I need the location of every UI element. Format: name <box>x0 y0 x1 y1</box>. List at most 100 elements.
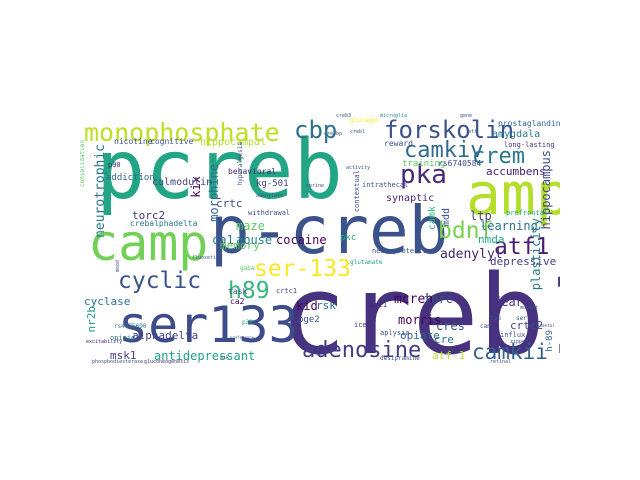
word-p90: p90 <box>108 161 121 169</box>
word-alphadelta: alphadelta <box>132 329 199 342</box>
word-camkii: camkii <box>472 340 548 364</box>
word-cre: cre <box>434 333 454 346</box>
word-excitability: excitability <box>86 339 123 345</box>
word-torc2: torc2 <box>132 209 166 222</box>
word-activity: activity <box>346 165 371 171</box>
word-memory: memory <box>220 239 260 252</box>
word-intrathecal: intrathecal <box>362 181 409 189</box>
word-reward: reward <box>384 139 413 148</box>
word-aplysia: aplysia <box>380 329 410 337</box>
word-opiate: opiate <box>400 329 440 342</box>
word-mutant: mutant <box>520 305 539 311</box>
word-hyperalgesia: hyperalgesia <box>237 142 244 186</box>
word-p38: p38 <box>242 319 253 326</box>
word-glucagon: glucagon <box>350 117 379 124</box>
word-calmodulin: calmodulin <box>152 177 213 188</box>
word-ca1: ca1 <box>212 233 234 247</box>
word-microglia: microglia <box>380 113 408 119</box>
word-ltp: ltp <box>470 209 492 223</box>
word-pcreb: pcreb <box>96 123 343 218</box>
word-antidepressant: antidepressant <box>154 349 256 363</box>
word-torc1: torc1 <box>366 301 388 309</box>
word-retinal: retinal <box>490 359 512 365</box>
word-camk: camk <box>427 206 438 231</box>
word-rs4675690: rs4675690 <box>114 323 147 330</box>
word-mcreb: mcreb <box>394 292 434 307</box>
word-opioid: opioid <box>110 334 136 342</box>
word-crebl: crebl <box>350 129 366 135</box>
word-atf-1: atf-1 <box>432 349 466 362</box>
word-serine: serine <box>306 183 325 189</box>
word-icer: icer <box>354 321 371 329</box>
word-ser: ser <box>516 315 527 322</box>
word-monophosphate: monophosphate <box>84 118 280 147</box>
word-nr2b: nr2b <box>85 306 98 333</box>
word-plasticity: plasticity <box>529 218 543 291</box>
word-msk1: msk1 <box>110 349 137 362</box>
word-gene: gene <box>460 113 473 119</box>
word-cres: cres <box>436 319 465 333</box>
word-cbp: cbp <box>294 116 338 144</box>
word-influx: influx <box>500 331 526 339</box>
word-gluconeogenesis: gluconeogenesis <box>144 359 190 365</box>
word-neuroprotective: neuroprotective <box>372 247 436 255</box>
word-zipper: zipper <box>510 339 529 345</box>
word-h89: h89 <box>228 278 270 304</box>
word-withdrawal: withdrawal <box>248 209 291 217</box>
word-fear: fear <box>494 295 523 309</box>
word-morphine: morphine <box>207 164 221 222</box>
word-creb1: creb1 <box>280 251 560 370</box>
word-kg-501: kg-501 <box>256 179 289 189</box>
word-cyclic: cyclic <box>118 268 202 294</box>
word-p-creb: p-creb <box>210 192 449 269</box>
word-crtc1: crtc1 <box>276 287 298 295</box>
word-abuse: abuse <box>236 233 273 247</box>
word-camp: camp <box>88 214 209 272</box>
word-pge2: pge2 <box>298 315 320 325</box>
word-atf: atf <box>468 129 478 135</box>
word-h-89: h-89 <box>545 330 555 352</box>
word-pka: pka <box>400 160 447 190</box>
word-prefrontal: prefrontal <box>506 209 549 217</box>
word-desipramine: desipramine <box>380 355 420 362</box>
word-crem: crem <box>472 144 525 169</box>
word-synaptic: synaptic <box>386 193 435 204</box>
word-crebbp: crebbp <box>324 131 343 137</box>
word-gaba: gaba <box>240 265 255 272</box>
word-kix: kix <box>189 176 203 198</box>
word-nicotine: nicotine <box>114 137 153 146</box>
word-consolidation: consolidation <box>80 140 86 187</box>
word-hippocampal: hippocampal <box>200 137 267 148</box>
word-mdd: mdd <box>441 208 452 227</box>
word-crebalphadelta: crebalphadelta <box>130 219 198 228</box>
word-forskolin: forskolin <box>384 116 515 144</box>
word-amygdala: amygdala <box>492 129 541 140</box>
word-adenylate: adenylate <box>256 193 284 199</box>
word-contextual: contextual <box>353 170 361 213</box>
word-amp: amp <box>466 160 560 228</box>
word-mood: mood <box>115 260 121 273</box>
word-bdnf: bdnf <box>438 218 494 244</box>
word-kid: kid <box>296 299 318 313</box>
word-creb3: creb3 <box>336 113 352 119</box>
word-nmda: nmda <box>478 233 505 246</box>
word-torc: torc <box>424 292 453 306</box>
word-glutamate: glutamate <box>350 259 383 266</box>
word-rsk: rsk <box>316 299 336 312</box>
word-tau: tau <box>490 315 501 322</box>
word-morris: morris <box>398 313 442 327</box>
word-phosphodiesterase: phosphodiesterase <box>92 359 144 365</box>
word-task: task <box>228 287 248 296</box>
word-detrimental: detrimental <box>528 323 555 328</box>
word-crtc: crtc <box>216 197 243 210</box>
word-cam: cam <box>480 323 491 330</box>
word-msk: msk <box>220 355 230 361</box>
word-fluoxetine: fluoxetine <box>192 255 223 261</box>
word-prostaglandin: prostaglandin <box>498 119 560 128</box>
word-crtc2: crtc2 <box>510 319 544 332</box>
word-cognitive: cognitive <box>150 137 194 146</box>
word-accumbens: accumbens <box>486 165 546 178</box>
word-ca2: ca2 <box>230 297 245 306</box>
word-ser133: ser133 <box>118 296 299 354</box>
